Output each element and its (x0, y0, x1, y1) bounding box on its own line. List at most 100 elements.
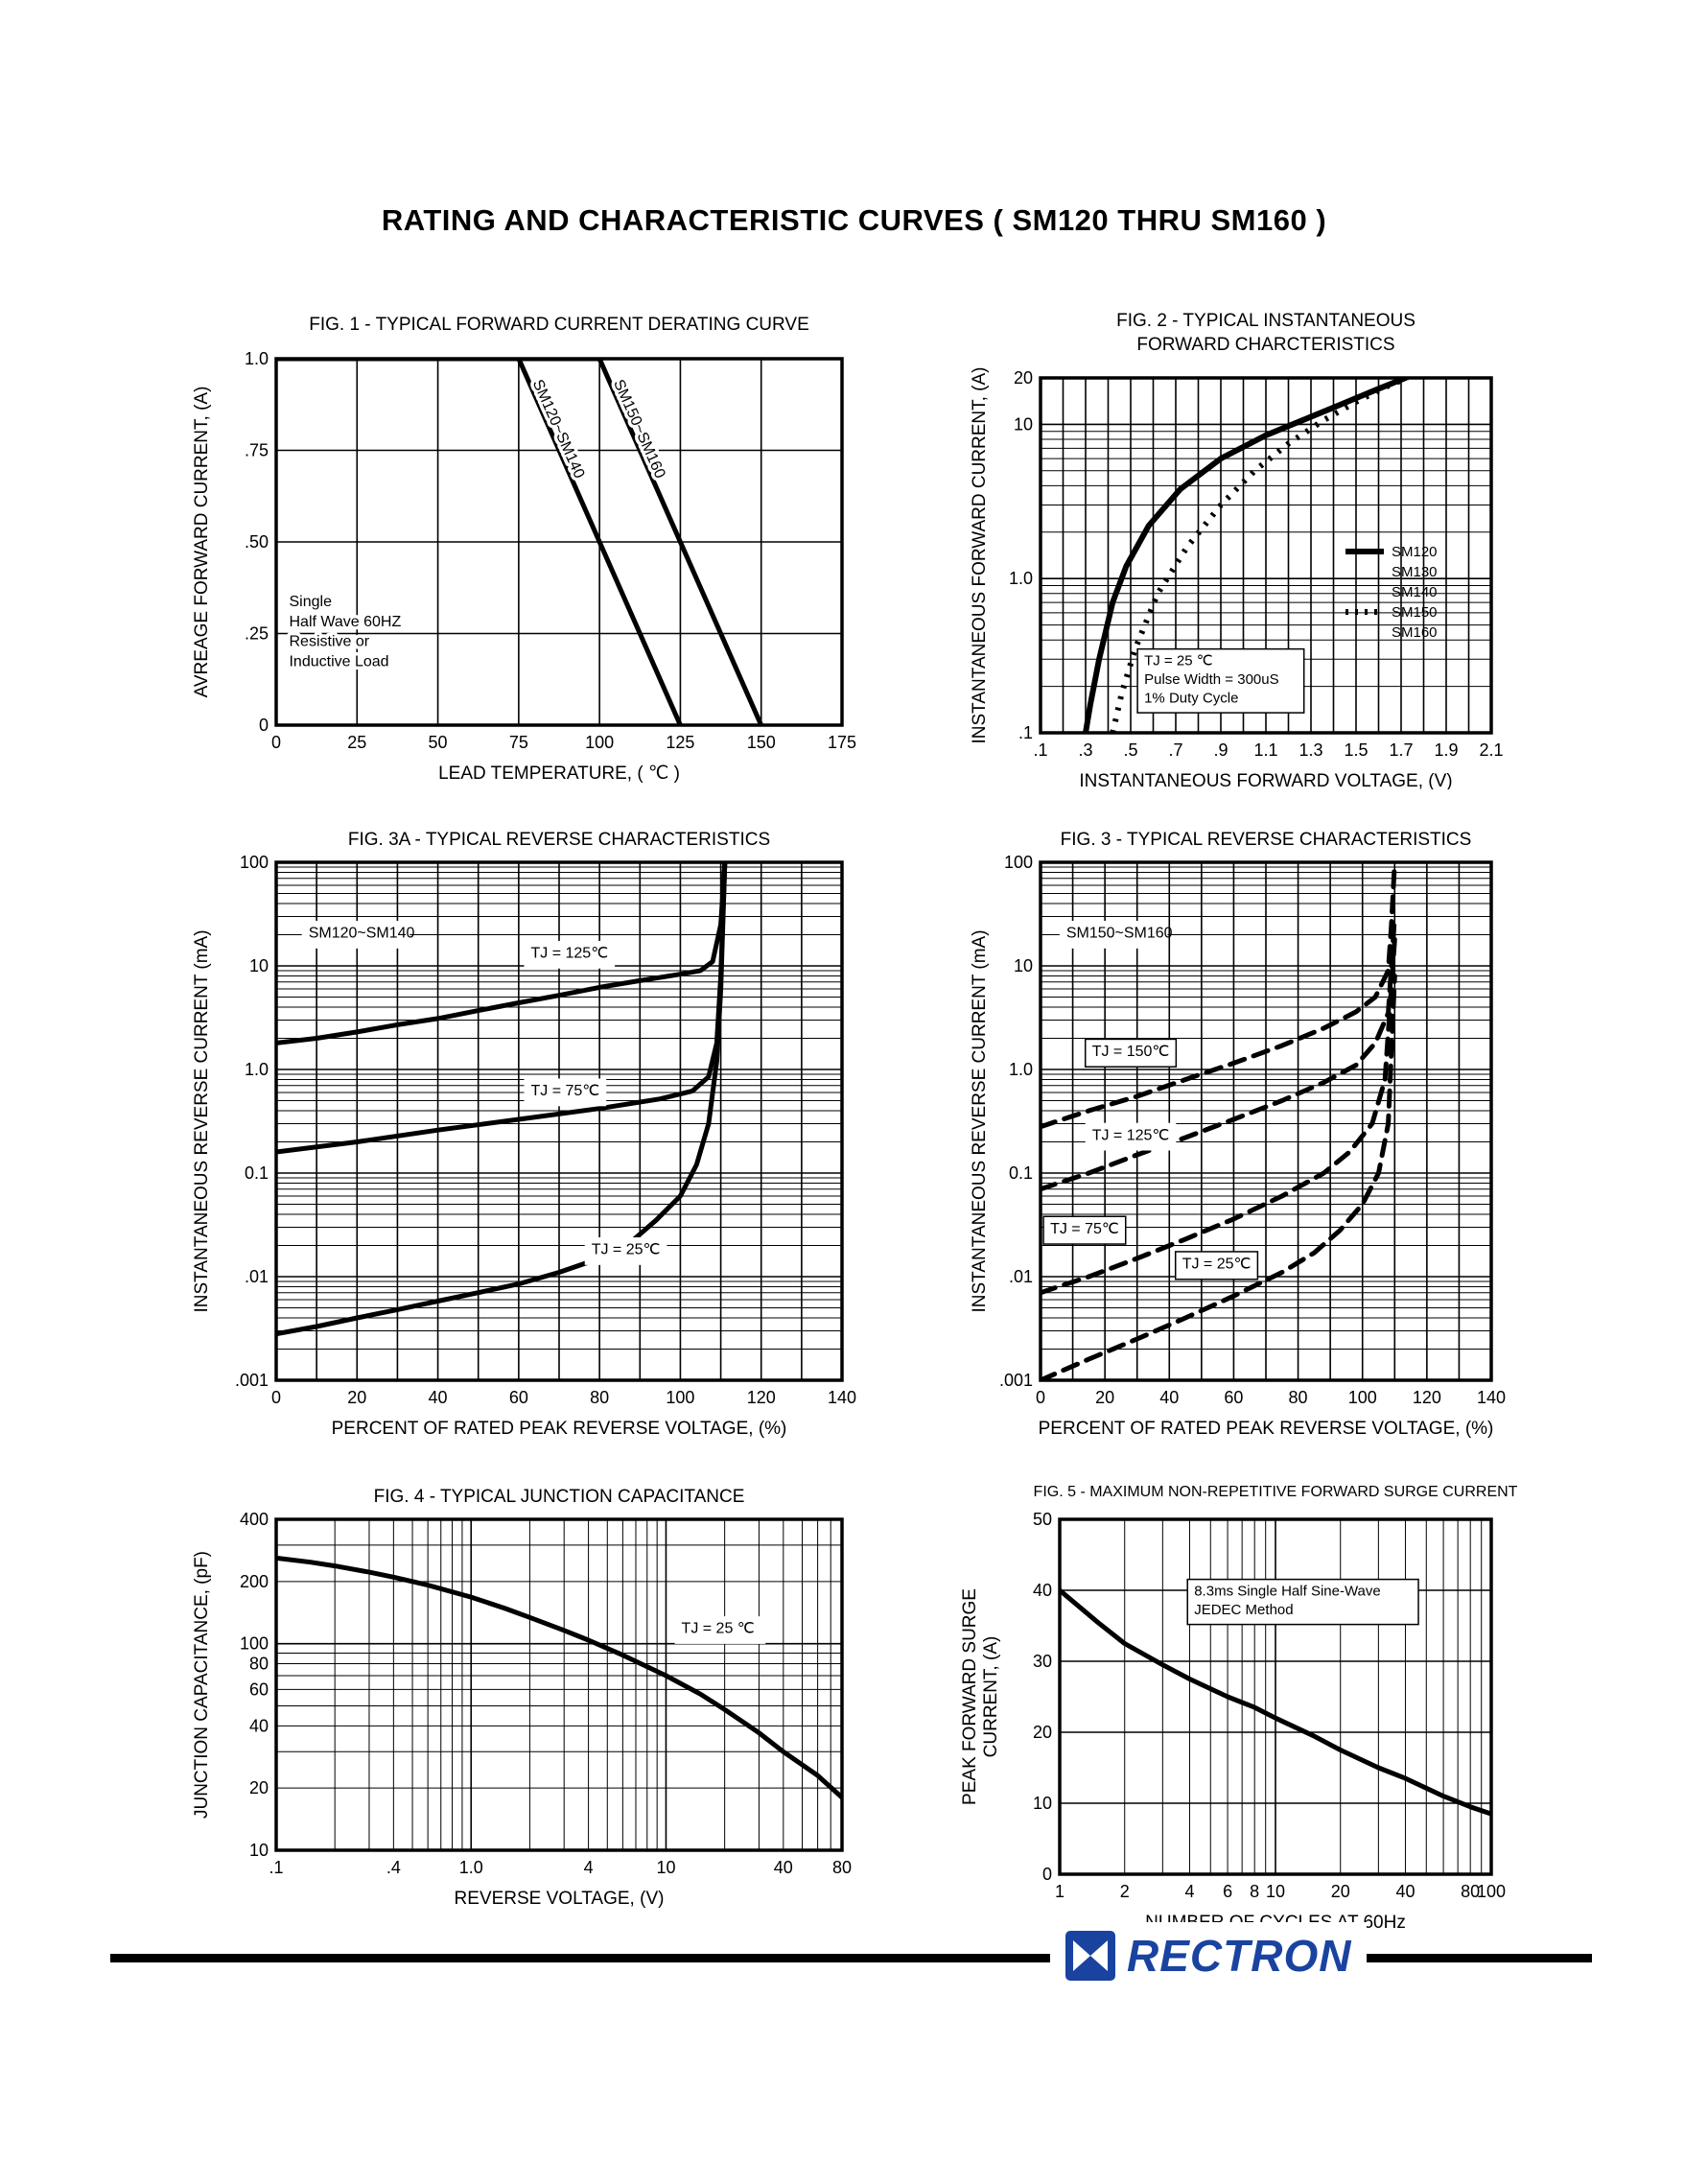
svg-text:100: 100 (1004, 853, 1033, 872)
grid-lines (276, 1519, 842, 1850)
svg-text:0: 0 (271, 733, 281, 752)
svg-text:1.0: 1.0 (245, 349, 269, 368)
svg-text:SM140: SM140 (1392, 584, 1438, 600)
svg-text:10: 10 (1014, 414, 1033, 434)
svg-text:60: 60 (1224, 1388, 1243, 1407)
svg-text:FIG. 2 - TYPICAL INSTANTANEOUS: FIG. 2 - TYPICAL INSTANTANEOUS (1116, 311, 1416, 331)
svg-text:TJ = 25 ℃: TJ = 25 ℃ (1144, 652, 1212, 669)
svg-text:.001: .001 (235, 1371, 269, 1390)
svg-text:PERCENT OF RATED PEAK REVERSE: PERCENT OF RATED PEAK REVERSE VOLTAGE, (… (1039, 1419, 1494, 1439)
series-curves (276, 359, 764, 725)
svg-text:100: 100 (585, 733, 614, 752)
svg-text:125: 125 (666, 733, 694, 752)
svg-text:INSTANTANEOUS FORWARD VOLTAGE,: INSTANTANEOUS FORWARD VOLTAGE, (V) (1079, 771, 1452, 789)
figure-4-junction-capacitance-chart: FIG. 4 - TYPICAL JUNCTION CAPACITANCE .1.… (125, 1477, 882, 1952)
svg-text:JUNCTION CAPACITANCE, (pF): JUNCTION CAPACITANCE, (pF) (192, 1551, 212, 1819)
svg-text:20: 20 (1014, 368, 1033, 388)
axis-ticks: 0 20 40 60 80 100 120 140 100 10 1.0 0.1 .01 .001 (999, 853, 1506, 1407)
svg-text:.01: .01 (245, 1267, 269, 1286)
svg-text:0.1: 0.1 (245, 1163, 269, 1183)
svg-text:60: 60 (249, 1679, 269, 1699)
svg-text:100: 100 (240, 1634, 269, 1654)
svg-text:10: 10 (1033, 1794, 1052, 1813)
svg-text:FIG. 5 - MAXIMUM NON-REPETITIV: FIG. 5 - MAXIMUM NON-REPETITIVE FORWARD … (1034, 1484, 1518, 1500)
svg-text:20: 20 (347, 1388, 366, 1407)
series-curves (1041, 862, 1397, 1380)
brand-name: RECTRON (1127, 1931, 1352, 1981)
svg-text:.1: .1 (1033, 740, 1047, 760)
svg-text:SM120~SM140: SM120~SM140 (529, 377, 588, 481)
plot-frame (1058, 1517, 1493, 1876)
svg-text:SM150~SM160: SM150~SM160 (1066, 926, 1173, 942)
svg-text:INSTANTANEOUS FORWARD CURRENT,: INSTANTANEOUS FORWARD CURRENT, (A) (970, 366, 990, 743)
svg-text:60: 60 (509, 1388, 528, 1407)
plot-frame (274, 357, 844, 727)
svg-text:1% Duty Cycle: 1% Duty Cycle (1144, 690, 1238, 706)
svg-text:.001: .001 (999, 1371, 1033, 1390)
svg-text:20: 20 (249, 1778, 269, 1797)
chart-canvas: FIG. 5 - MAXIMUM NON-REPETITIVE FORWARD … (960, 1484, 1518, 1933)
plot-frame (1039, 376, 1493, 735)
annotations: 8.3ms Single Half Sine-Wave JEDEC Method (1186, 1578, 1419, 1626)
svg-text:SM150: SM150 (1392, 604, 1438, 621)
svg-text:80: 80 (832, 1858, 852, 1877)
svg-text:TJ = 150℃: TJ = 150℃ (1092, 1044, 1170, 1060)
annotations: TJ = 25 ℃ Pulse Width = 300uS 1% Duty Cycl… (1136, 647, 1305, 714)
svg-text:.5: .5 (1123, 740, 1137, 760)
svg-text:1.5: 1.5 (1344, 740, 1368, 760)
svg-text:2.1: 2.1 (1479, 740, 1503, 760)
svg-text:80: 80 (1461, 1882, 1480, 1901)
svg-text:Half Wave 60HZ: Half Wave 60HZ (289, 614, 401, 630)
svg-text:20: 20 (1331, 1882, 1350, 1901)
svg-text:1.9: 1.9 (1434, 740, 1458, 760)
svg-text:100: 100 (1348, 1388, 1377, 1407)
annotations: SM120~SM140 TJ = 125℃ TJ = 75℃ TJ = 25℃ (301, 921, 667, 1265)
svg-text:.50: .50 (245, 532, 269, 552)
svg-text:1.1: 1.1 (1253, 740, 1277, 760)
svg-text:100: 100 (1477, 1882, 1506, 1901)
svg-text:0.1: 0.1 (1009, 1163, 1033, 1183)
svg-text:2: 2 (1120, 1882, 1130, 1901)
figure-3-reverse-characteristics-chart: FIG. 3 - TYPICAL REVERSE CHARACTERISTICS… (916, 820, 1587, 1444)
svg-text:6: 6 (1223, 1882, 1232, 1901)
rectron-logo: RECTRON (1050, 1922, 1368, 1989)
series-curves (1083, 378, 1410, 733)
svg-text:FIG. 4 - TYPICAL JUNCTION CAPA: FIG. 4 - TYPICAL JUNCTION CAPACITANCE (374, 1487, 745, 1507)
svg-text:25: 25 (347, 733, 366, 752)
plot-frame (1039, 860, 1493, 1382)
figure-3a-reverse-characteristics-chart: FIG. 3A - TYPICAL REVERSE CHARACTERISTIC… (125, 820, 882, 1444)
svg-text:.25: .25 (245, 624, 269, 644)
svg-text:TJ = 25 ℃: TJ = 25 ℃ (682, 1621, 755, 1637)
svg-text:LEAD TEMPERATURE, ( ℃ ): LEAD TEMPERATURE, ( ℃ ) (438, 763, 680, 784)
svg-text:20: 20 (1095, 1388, 1114, 1407)
svg-text:0: 0 (271, 1388, 281, 1407)
svg-text:0: 0 (1042, 1865, 1052, 1884)
svg-text:Resistive or: Resistive or (289, 634, 369, 650)
svg-text:120: 120 (1413, 1388, 1441, 1407)
svg-text:.7: .7 (1168, 740, 1182, 760)
svg-text:40: 40 (249, 1716, 269, 1735)
svg-text:REVERSE VOLTAGE, (V): REVERSE VOLTAGE, (V) (455, 1889, 665, 1909)
svg-text:20: 20 (1033, 1723, 1052, 1742)
svg-text:Single: Single (289, 594, 332, 610)
svg-text:150: 150 (747, 733, 776, 752)
svg-text:10: 10 (1014, 956, 1033, 975)
svg-text:.1: .1 (1018, 723, 1033, 742)
svg-text:Inductive Load: Inductive Load (289, 653, 388, 669)
figure-1-forward-current-derating-chart: FIG. 1 - TYPICAL FORWARD CURRENT DERATIN… (125, 305, 882, 789)
chart-canvas: FIG. 4 - TYPICAL JUNCTION CAPACITANCE .1.… (192, 1487, 852, 1909)
svg-text:SM120~SM140: SM120~SM140 (309, 926, 415, 942)
svg-text:100: 100 (240, 853, 269, 872)
series-curves (276, 1555, 842, 1800)
svg-text:Pulse Width = 300uS: Pulse Width = 300uS (1144, 671, 1279, 688)
svg-text:80: 80 (249, 1655, 269, 1674)
svg-text:50: 50 (429, 733, 448, 752)
chart-canvas: FIG. 3A - TYPICAL REVERSE CHARACTERISTIC… (192, 830, 856, 1439)
svg-text:75: 75 (509, 733, 528, 752)
svg-text:400: 400 (240, 1510, 269, 1529)
svg-text:200: 200 (240, 1572, 269, 1591)
svg-text:80: 80 (590, 1388, 609, 1407)
svg-text:1.7: 1.7 (1389, 740, 1413, 760)
axis-ticks: 0 20 40 60 80 100 120 140 100 10 1.0 0.1 .01 .001 (235, 853, 856, 1407)
svg-text:INSTANTANEOUS REVERSE CURRENT: INSTANTANEOUS REVERSE CURRENT (mA) (970, 929, 990, 1312)
